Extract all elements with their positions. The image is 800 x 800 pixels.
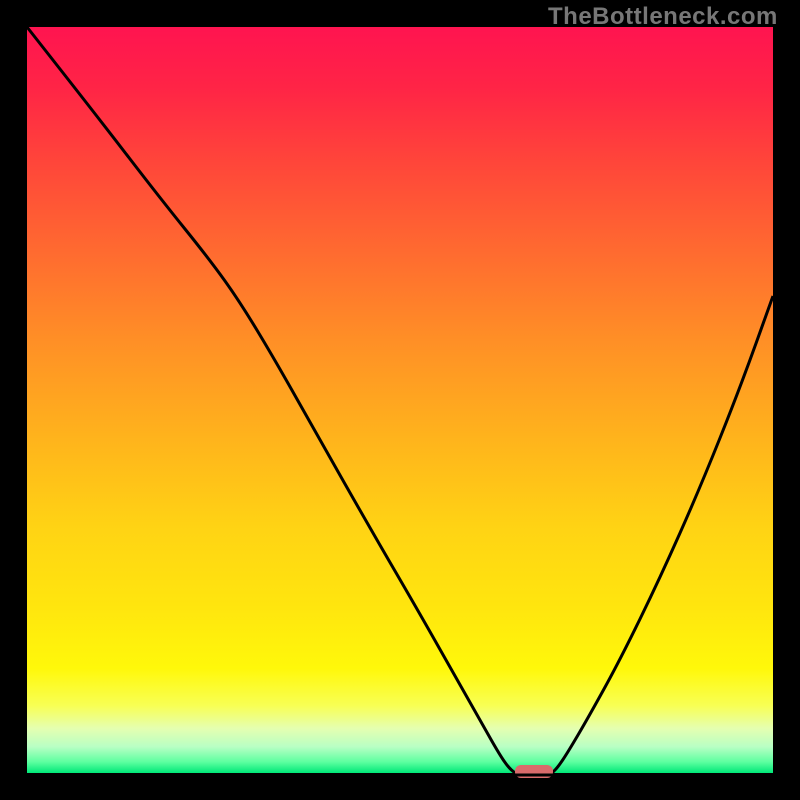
watermark-text: TheBottleneck.com xyxy=(548,3,778,31)
plot-background xyxy=(27,27,773,773)
chart-svg xyxy=(0,0,800,800)
